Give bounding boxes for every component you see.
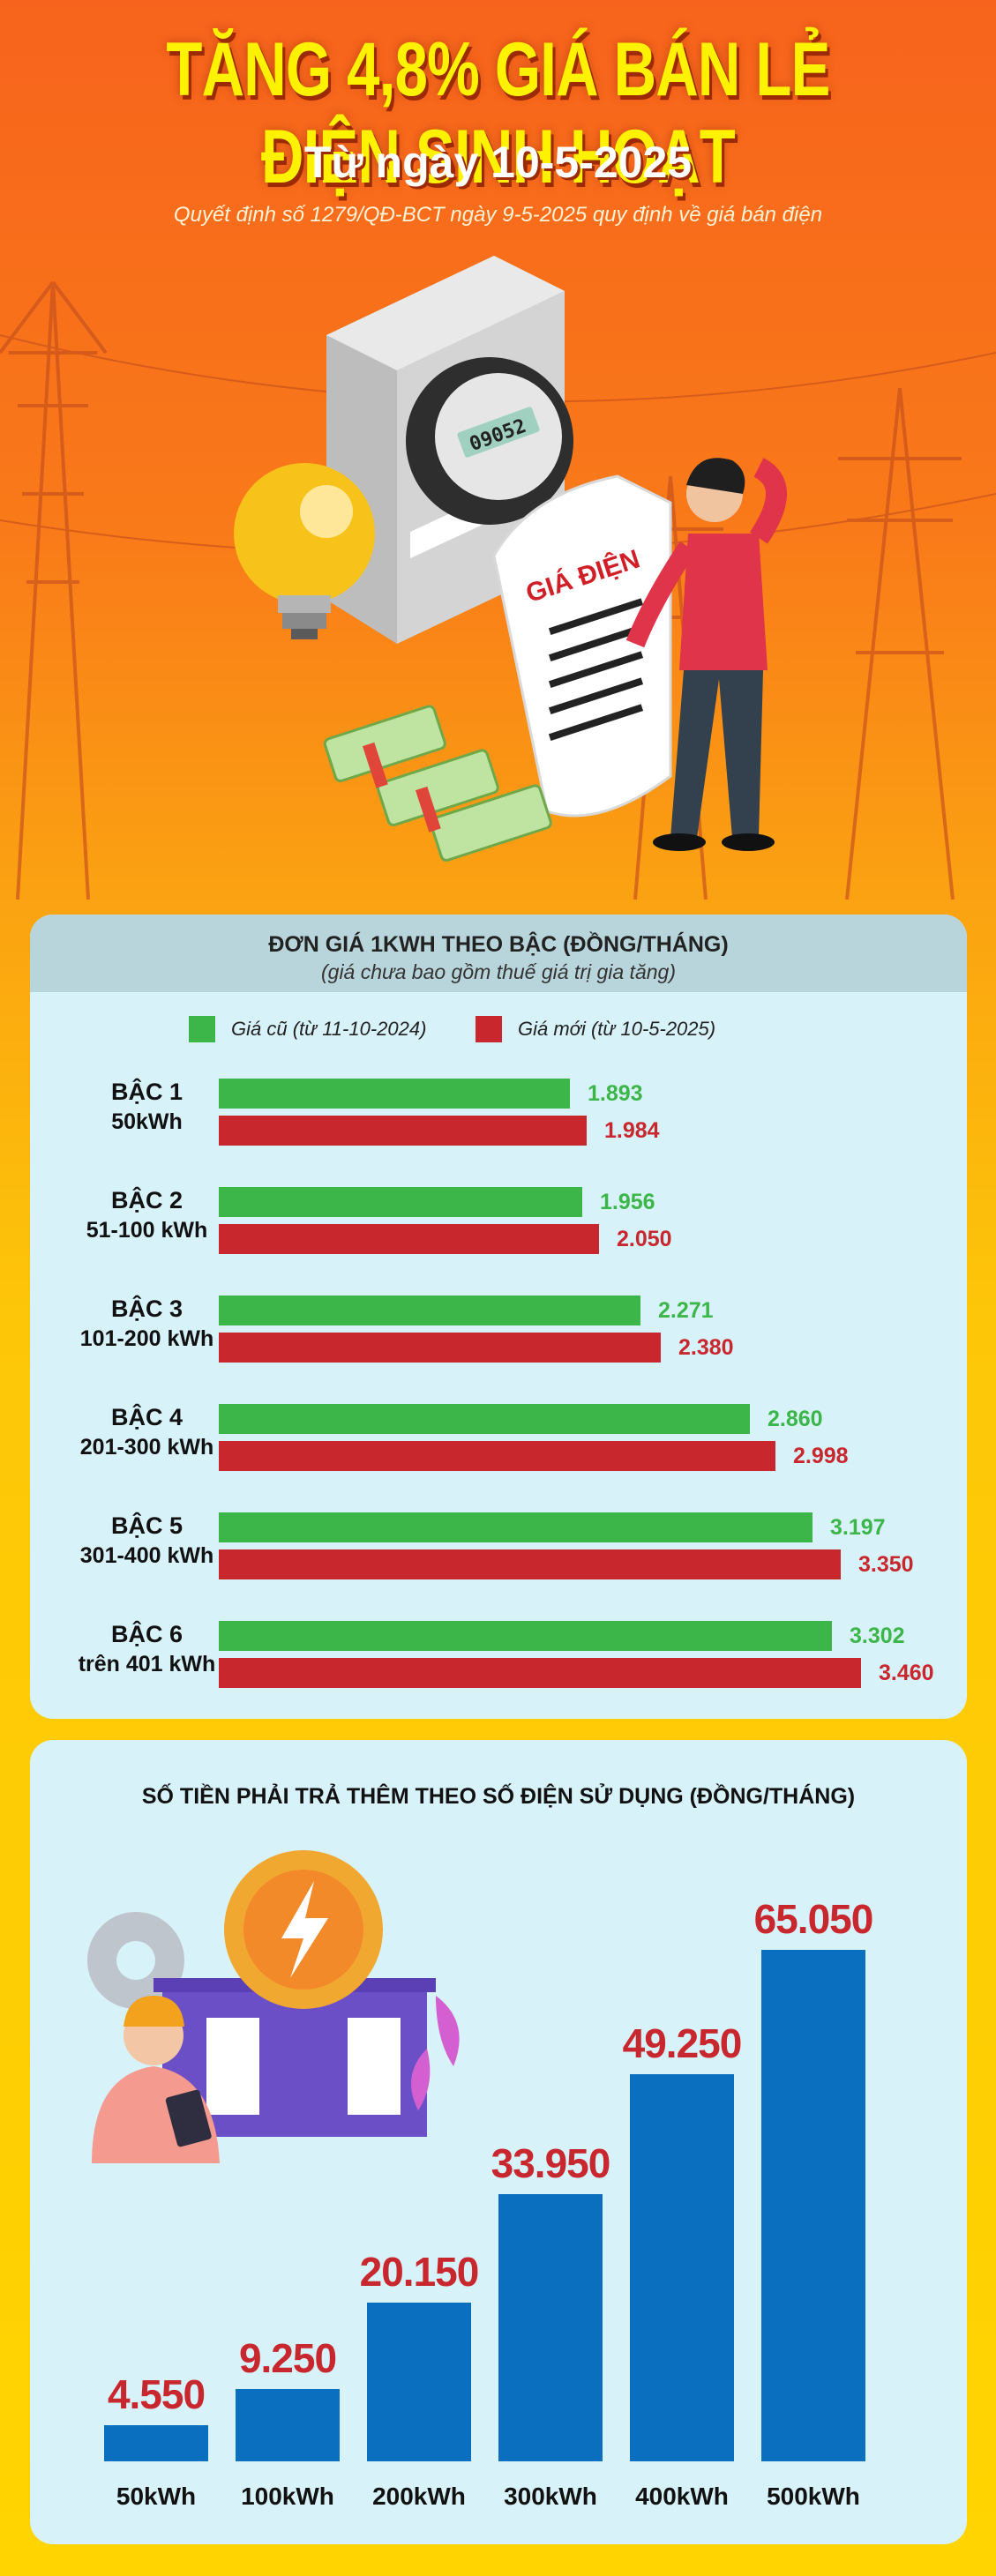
- extra-cost-bar: [104, 2425, 208, 2461]
- tier-label: BẬC 2 51-100 kWh: [48, 1185, 246, 1245]
- switchboard-icon: [154, 1978, 436, 2137]
- unit-price-title: ĐƠN GIÁ 1KWH THEO BẬC (ĐỒNG/THÁNG): [268, 932, 729, 957]
- decision-note: Quyết định số 1279/QĐ-BCT ngày 9-5-2025 …: [173, 203, 823, 227]
- extra-cost-category: 200kWh: [372, 2483, 466, 2510]
- extra-cost-value: 33.950: [491, 2140, 611, 2186]
- tier-range: trên 401 kWh: [78, 1652, 216, 1676]
- new-price-bar: [219, 1658, 861, 1688]
- old-price-bar: [219, 1512, 813, 1542]
- old-price-value: 3.197: [830, 1515, 886, 1540]
- legend-old-swatch: [189, 1016, 215, 1042]
- legend-old-price: Giá cũ (từ 11-10-2024): [189, 1014, 426, 1044]
- tier-range: 101-200 kWh: [79, 1326, 214, 1351]
- tier-name: BẬC 3: [110, 1295, 183, 1322]
- old-price-value: 1.893: [588, 1081, 643, 1106]
- plant-icon: [411, 1996, 460, 2110]
- page-title: TĂNG 4,8% GIÁ BÁN LẺ ĐIỆN SINH HOẠT: [166, 27, 830, 199]
- new-price-value: 2.050: [617, 1227, 672, 1251]
- extra-cost-bar: [236, 2389, 340, 2461]
- new-price-value: 3.350: [858, 1552, 914, 1577]
- extra-cost-title: SỐ TIỀN PHẢI TRẢ THÊM THEO SỐ ĐIỆN SỬ DỤ…: [141, 1784, 856, 1809]
- tier-range: 201-300 kWh: [79, 1435, 214, 1460]
- new-price-value: 2.998: [793, 1444, 849, 1468]
- unit-price-panel: ĐƠN GIÁ 1KWH THEO BẬC (ĐỒNG/THÁNG) (giá …: [30, 915, 967, 1719]
- tier-label: BẬC 6 trên 401 kWh: [48, 1619, 246, 1679]
- new-price-bar: [219, 1224, 599, 1254]
- old-price-value: 2.271: [658, 1298, 714, 1323]
- old-price-bar: [219, 1295, 640, 1325]
- tier-name: BẬC 6: [110, 1621, 183, 1647]
- bill-icon: GIÁ ĐIỆN: [492, 474, 672, 818]
- extra-cost-bar: [630, 2074, 734, 2461]
- light-bulb-icon: [234, 463, 375, 639]
- old-price-bar: [219, 1404, 750, 1434]
- tier-name: BẬC 2: [110, 1187, 183, 1213]
- new-price-bar: [219, 1549, 841, 1579]
- old-price-bar: [219, 1621, 832, 1651]
- confused-man-icon: [625, 458, 787, 851]
- new-price-bar: [219, 1116, 587, 1146]
- money-stack-icon: [323, 705, 552, 862]
- legend-old-label: Giá cũ (từ 11-10-2024): [231, 1018, 427, 1040]
- worker-illustration: [87, 1850, 460, 2163]
- effective-date: Từ ngày 10-5-2025: [303, 138, 693, 187]
- tier-label: BẬC 3 101-200 kWh: [48, 1294, 246, 1354]
- extra-cost-value: 4.550: [107, 2371, 206, 2417]
- new-price-value: 3.460: [879, 1661, 934, 1685]
- tier-range: 301-400 kWh: [79, 1543, 214, 1568]
- legend-new-label: Giá mới (từ 10-5-2025): [518, 1018, 716, 1040]
- new-price-value: 1.984: [604, 1118, 660, 1143]
- new-price-value: 2.380: [678, 1335, 734, 1360]
- tier-range: 50kWh: [111, 1109, 183, 1134]
- tier-label: BẬC 4 201-300 kWh: [48, 1402, 246, 1462]
- extra-cost-value: 65.050: [753, 1896, 874, 1942]
- tier-label: BẬC 1 50kWh: [48, 1077, 246, 1137]
- extra-cost-value: 49.250: [622, 2020, 743, 2066]
- extra-cost-bar: [761, 1950, 865, 2461]
- extra-cost-category: 500kWh: [767, 2483, 860, 2510]
- tier-name: BẬC 4: [110, 1404, 183, 1430]
- extra-cost-value: 20.150: [359, 2249, 480, 2295]
- lightning-icon: [224, 1850, 383, 2009]
- extra-cost-category: 400kWh: [635, 2483, 729, 2510]
- old-price-value: 1.956: [600, 1190, 655, 1214]
- old-price-bar: [219, 1187, 582, 1217]
- old-price-value: 3.302: [850, 1624, 905, 1648]
- old-price-bar: [219, 1079, 570, 1109]
- extra-cost-bar: [498, 2194, 603, 2461]
- extra-cost-value: 9.250: [238, 2335, 337, 2381]
- new-price-bar: [219, 1333, 661, 1363]
- tier-range: 51-100 kWh: [86, 1218, 208, 1243]
- extra-cost-bar: [367, 2303, 471, 2461]
- tier-name: BẬC 1: [110, 1079, 183, 1105]
- unit-price-note: (giá chưa bao gồm thuế giá trị gia tăng): [321, 960, 676, 983]
- legend-new-price: Giá mới (từ 10-5-2025): [476, 1014, 715, 1044]
- tier-name: BẬC 5: [110, 1512, 183, 1539]
- hero-illustration: 09052 GIÁ ĐIỆN: [0, 256, 996, 900]
- old-price-value: 2.860: [768, 1407, 823, 1431]
- engineer-icon: [92, 1996, 220, 2163]
- extra-cost-category: 100kWh: [241, 2483, 334, 2510]
- extra-cost-panel: SỐ TIỀN PHẢI TRẢ THÊM THEO SỐ ĐIỆN SỬ DỤ…: [30, 1740, 967, 2544]
- tier-label: BẬC 5 301-400 kWh: [48, 1511, 246, 1571]
- extra-cost-category: 50kWh: [116, 2483, 197, 2510]
- legend-new-swatch: [476, 1016, 502, 1042]
- new-price-bar: [219, 1441, 775, 1471]
- extra-cost-category: 300kWh: [504, 2483, 597, 2510]
- unit-price-header: [30, 915, 967, 992]
